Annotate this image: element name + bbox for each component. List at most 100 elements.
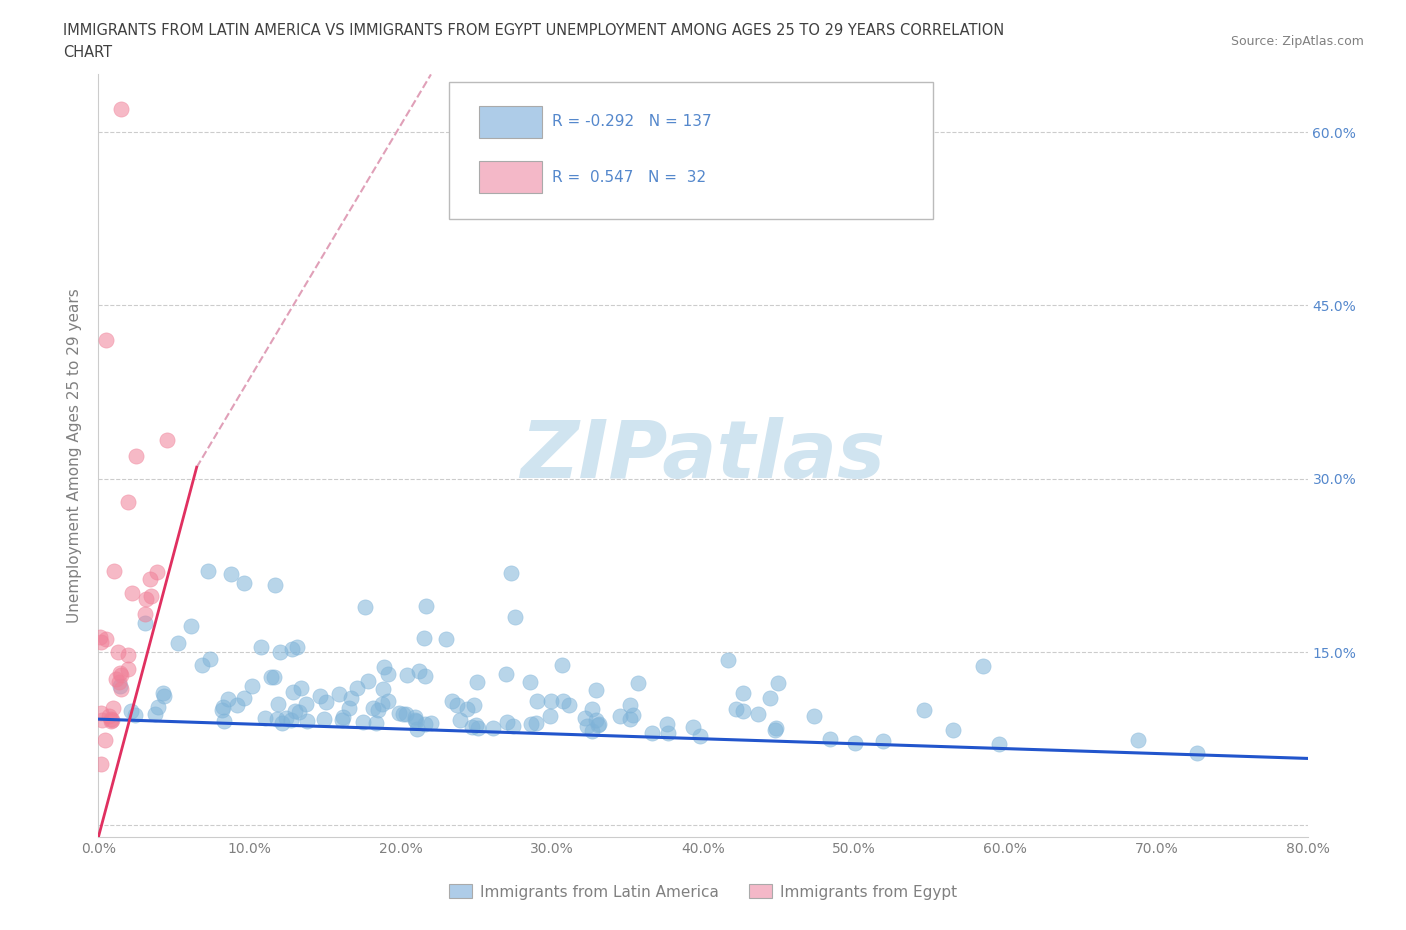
Point [361, 700, 384, 715]
Point [371, 682, 394, 697]
Point [280, 642, 302, 657]
Point [100, 712, 122, 727]
Point [655, 716, 678, 731]
Point [404, 712, 426, 727]
Point [232, 690, 254, 705]
Point [621, 708, 644, 723]
Point [408, 664, 430, 679]
Point [93, 732, 115, 747]
Point [467, 721, 489, 736]
Text: ZIPatlas: ZIPatlas [520, 417, 886, 495]
Point [912, 703, 935, 718]
Point [526, 694, 548, 709]
Point [166, 635, 188, 650]
Point [588, 717, 610, 732]
Point [524, 716, 547, 731]
Point [609, 709, 631, 724]
Point [759, 690, 782, 705]
Point [872, 734, 894, 749]
Point [135, 591, 157, 606]
Point [153, 688, 176, 703]
Point [461, 719, 484, 734]
Point [108, 678, 131, 693]
Point [108, 666, 131, 681]
Point [266, 711, 288, 726]
Point [270, 715, 292, 730]
Point [413, 669, 436, 684]
Point [581, 724, 603, 738]
Point [121, 586, 143, 601]
Text: R =  0.547   N =  32: R = 0.547 N = 32 [551, 170, 706, 185]
Point [253, 711, 276, 725]
Point [420, 716, 443, 731]
Point [371, 697, 394, 711]
Point [495, 666, 517, 681]
Point [406, 722, 429, 737]
Point [585, 683, 607, 698]
Point [585, 712, 607, 727]
Point [290, 681, 312, 696]
Point [240, 679, 263, 694]
Point [117, 662, 139, 677]
Point [103, 564, 125, 578]
Point [440, 693, 463, 708]
Legend: Immigrants from Latin America, Immigrants from Egypt: Immigrants from Latin America, Immigrant… [443, 878, 963, 906]
Point [134, 616, 156, 631]
Point [540, 693, 562, 708]
Point [314, 711, 336, 726]
Point [844, 736, 866, 751]
Point [519, 675, 541, 690]
Point [818, 732, 841, 747]
Point [315, 695, 337, 710]
Point [90, 634, 112, 649]
Point [110, 101, 132, 116]
Point [340, 691, 363, 706]
Text: Source: ZipAtlas.com: Source: ZipAtlas.com [1230, 35, 1364, 48]
Point [198, 651, 221, 666]
Point [139, 589, 162, 604]
Y-axis label: Unemployment Among Ages 25 to 29 years: Unemployment Among Ages 25 to 29 years [67, 288, 83, 623]
Point [90, 706, 112, 721]
Point [357, 673, 380, 688]
Point [250, 639, 273, 654]
Point [446, 698, 468, 712]
Point [212, 699, 235, 714]
Point [267, 696, 290, 711]
Point [396, 667, 419, 682]
Point [97, 709, 120, 724]
Point [763, 723, 786, 737]
Point [551, 658, 574, 672]
Point [766, 675, 789, 690]
Point [146, 565, 169, 579]
Text: CHART: CHART [63, 45, 112, 60]
Point [942, 723, 965, 737]
Point [449, 712, 471, 727]
Point [328, 687, 350, 702]
Point [217, 691, 239, 706]
Point [263, 670, 285, 684]
Point [619, 711, 641, 726]
Point [191, 658, 214, 672]
Point [232, 576, 254, 591]
Text: IMMIGRANTS FROM LATIN AMERICA VS IMMIGRANTS FROM EGYPT UNEMPLOYMENT AMONG AGES 2: IMMIGRANTS FROM LATIN AMERICA VS IMMIGRA… [63, 23, 1004, 38]
Point [465, 674, 488, 689]
Point [353, 600, 375, 615]
Point [717, 653, 740, 668]
FancyBboxPatch shape [449, 82, 932, 219]
FancyBboxPatch shape [479, 161, 543, 193]
Point [496, 715, 519, 730]
Point [94, 631, 117, 646]
Point [330, 712, 353, 727]
Point [110, 667, 132, 682]
Point [574, 711, 596, 725]
Point [366, 715, 388, 730]
Point [505, 609, 527, 624]
Point [90, 712, 112, 727]
Point [139, 572, 162, 587]
Point [395, 706, 418, 721]
Point [803, 709, 825, 724]
Point [117, 648, 139, 663]
Point [731, 703, 754, 718]
Point [288, 705, 311, 720]
Point [463, 698, 485, 712]
